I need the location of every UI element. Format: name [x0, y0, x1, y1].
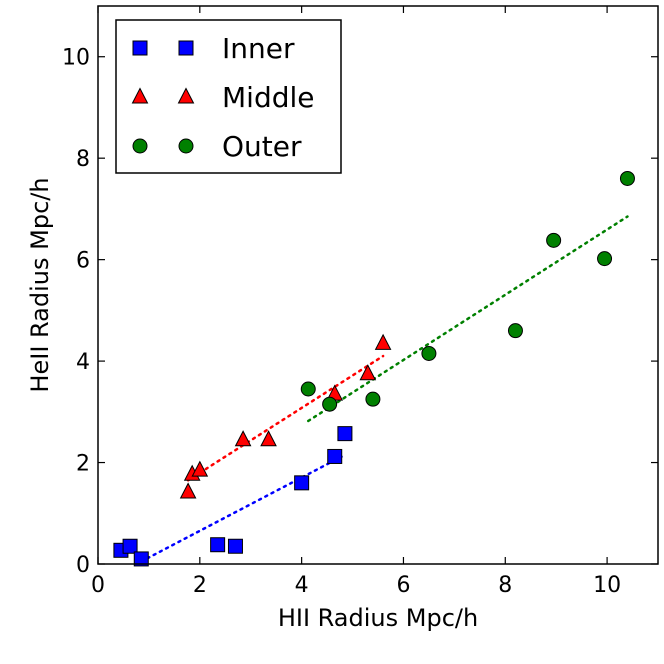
legend-middle-marker — [177, 87, 195, 104]
legend-middle-marker — [131, 87, 149, 104]
x-tick-label: 6 — [396, 573, 410, 598]
outer-point — [619, 170, 635, 186]
inner-fit-line — [140, 453, 347, 563]
x-axis-label: HII Radius Mpc/h — [278, 604, 478, 632]
legend-middle-label: Middle — [222, 81, 315, 114]
data-points — [113, 170, 635, 567]
inner-point — [327, 448, 343, 464]
outer-point — [322, 396, 338, 412]
inner-point — [337, 426, 353, 442]
outer-point — [546, 232, 562, 248]
middle-point — [191, 460, 209, 477]
outer-point — [421, 345, 437, 361]
legend-inner-marker — [132, 40, 148, 56]
inner-point — [210, 537, 226, 553]
middle-point — [234, 430, 252, 447]
legend-outer-marker — [178, 138, 194, 154]
x-tick-label: 10 — [593, 573, 621, 598]
y-tick-label: 6 — [76, 249, 90, 274]
y-tick-label: 0 — [76, 553, 90, 578]
outer-point — [300, 381, 316, 397]
middle-point — [359, 364, 377, 381]
legend-inner-label: Inner — [222, 32, 295, 65]
inner-point — [133, 551, 149, 567]
x-tick-label: 8 — [498, 573, 512, 598]
outer-fit-line — [307, 215, 629, 423]
legend-outer-marker — [132, 138, 148, 154]
inner-point — [122, 538, 138, 554]
plot-area-frame — [97, 5, 659, 565]
outer-point — [507, 323, 523, 339]
legend-items: Inner Middle Outer — [131, 32, 315, 163]
middle-point — [374, 333, 392, 350]
y-tick-label: 10 — [62, 46, 90, 71]
middle-point — [179, 482, 197, 499]
x-tick-label: 2 — [193, 573, 207, 598]
x-tick-label: 0 — [91, 573, 105, 598]
inner-point — [294, 475, 310, 491]
y-tick-label: 2 — [76, 452, 90, 477]
fit-lines — [140, 215, 629, 563]
y-tick-label: 4 — [76, 350, 90, 375]
inner-point — [227, 538, 243, 554]
middle-fit-line — [186, 354, 385, 482]
axis-ticks: 0 2 4 6 8 10 0 2 4 6 8 10 — [62, 6, 658, 598]
legend-outer-label: Outer — [222, 130, 302, 163]
middle-point — [260, 430, 277, 447]
x-tick-label: 4 — [295, 573, 309, 598]
legend-frame — [115, 19, 342, 174]
y-axis-label: HeII Radius Mpc/h — [26, 177, 54, 392]
legend: Inner Middle Outer — [115, 19, 342, 174]
outer-point — [365, 391, 381, 407]
outer-point — [597, 251, 613, 267]
legend-inner-marker — [178, 40, 194, 56]
y-tick-label: 8 — [76, 147, 90, 172]
